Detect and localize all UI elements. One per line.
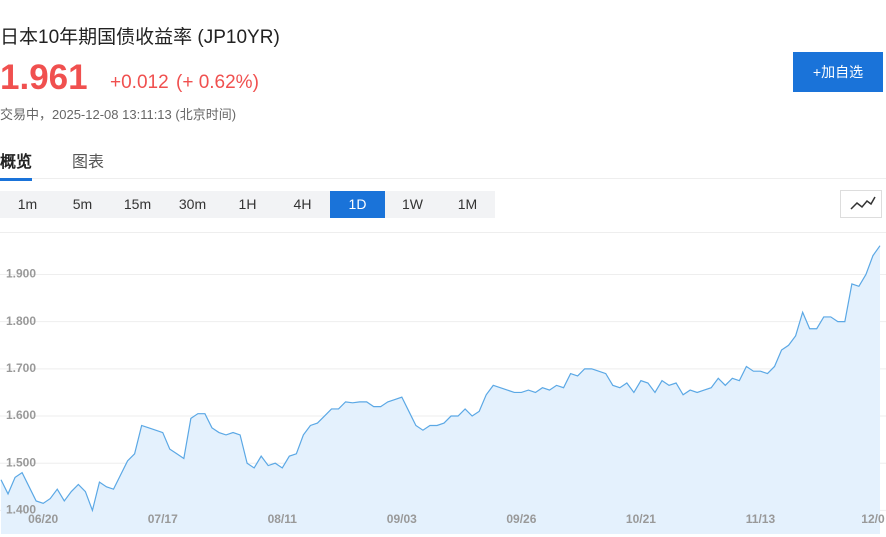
period-button[interactable]: 1m — [17, 196, 38, 212]
chart-style-button[interactable] — [840, 190, 882, 218]
change: +0.012 — [110, 72, 169, 93]
line — [0, 245, 881, 513]
period-button[interactable]: 1W — [402, 196, 423, 212]
x-tick-label: 11/13 — [746, 512, 776, 526]
y-tick-label: 1.500 — [6, 455, 36, 469]
x-tick-label: 06/20 — [28, 512, 58, 526]
y-tick-label: 1.700 — [6, 361, 36, 375]
x-tick-label: 09/26 — [506, 512, 536, 526]
x-tick-label: 10/21 — [626, 512, 656, 526]
title: 日本10年期国债收益率 (JP10YR) — [0, 27, 280, 48]
tab[interactable]: 图表 — [72, 154, 105, 171]
add-watchlist-button[interactable]: +加自选 — [793, 52, 883, 92]
timezone: (北京时间) — [175, 107, 237, 122]
period-button[interactable]: 5m — [72, 196, 93, 212]
meta: 交易中，2025-12-08 13:11:13 (北京时间) — [0, 104, 236, 123]
status: 交易中， — [0, 107, 53, 122]
period-button[interactable]: 1M — [457, 196, 478, 212]
y-tick-label: 1.900 — [6, 267, 36, 281]
change-pct: (+ 0.62%) — [176, 72, 259, 93]
period-bar: 1m 5m 15m 30m 1H 4H 1D 1W 1M — [0, 191, 495, 218]
time: 2025-12-08 13:11:13 — [52, 107, 172, 122]
y-tick-label: 1.400 — [6, 503, 36, 517]
period-button[interactable]: 4H — [293, 196, 312, 212]
y-tick-label: 1.600 — [6, 408, 36, 422]
x-tick-label: 08/11 — [268, 512, 298, 526]
period-button[interactable]: 15m — [123, 196, 152, 212]
tabs: 概览 图表 — [0, 146, 886, 181]
period-button[interactable]: 30m — [178, 196, 207, 212]
period-button[interactable]: 1D — [330, 191, 385, 218]
y-tick-label: 1.800 — [6, 314, 36, 328]
area-fill — [1, 245, 880, 534]
price: 1.961 — [0, 58, 88, 97]
tab[interactable]: 概览 — [0, 148, 33, 181]
period-button[interactable]: 1H — [238, 196, 257, 212]
x-tick-label: 09/03 — [387, 512, 417, 526]
chart-style-icon — [850, 196, 876, 210]
chart: 1.400 1.500 1.600 1.700 1.800 1.900 06/20 07/17… — [0, 232, 886, 534]
x-tick-label: 07/17 — [148, 512, 178, 526]
x-tick-label: 12/0 — [861, 512, 885, 526]
